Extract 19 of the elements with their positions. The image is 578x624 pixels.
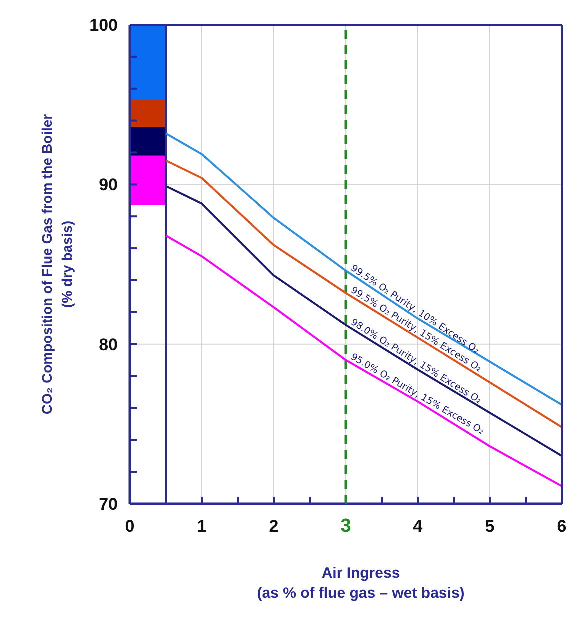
- line-series: [165, 185, 563, 458]
- x-tick-label: 0: [125, 517, 135, 536]
- y-tick-label: 80: [99, 335, 118, 354]
- y-tick-label: 90: [99, 176, 118, 195]
- x-tick-label: 2: [269, 517, 279, 536]
- x-tick-label: 6: [557, 517, 567, 536]
- bar: [130, 100, 166, 128]
- x-tick-label: 4: [413, 517, 424, 536]
- y-tick-label: 70: [99, 495, 118, 514]
- y-axis-title: CO₂ Composition of Flue Gas from the Boiler (% dry basis): [39, 114, 75, 415]
- x-tick-label: 3: [340, 516, 352, 537]
- bar: [130, 156, 166, 206]
- x-tick-label: 5: [485, 517, 495, 536]
- x-tick-label: 1: [197, 517, 207, 536]
- bar: [130, 127, 166, 156]
- y-tick-label: 100: [90, 16, 118, 35]
- bar: [130, 25, 166, 100]
- x-axis-title: Air Ingress (as % of flue gas – wet basis): [257, 565, 465, 602]
- line-series: [165, 234, 563, 488]
